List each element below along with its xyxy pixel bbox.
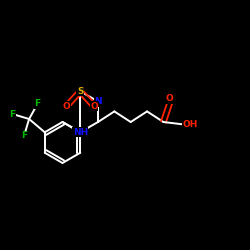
Text: F: F: [34, 99, 40, 108]
Text: F: F: [9, 110, 16, 118]
Text: O: O: [166, 94, 173, 103]
Text: F: F: [21, 131, 27, 140]
Text: OH: OH: [182, 120, 198, 129]
Text: O: O: [63, 102, 70, 111]
Text: NH: NH: [73, 128, 88, 137]
Text: N: N: [94, 97, 102, 106]
Text: O: O: [90, 102, 98, 111]
Text: S: S: [77, 87, 84, 96]
